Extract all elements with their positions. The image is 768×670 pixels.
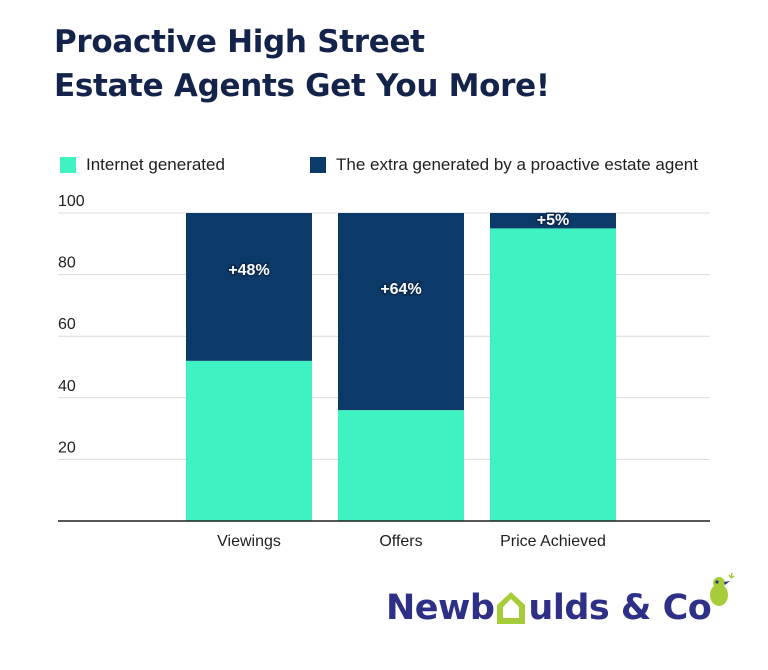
bar-extra [186, 213, 312, 361]
x-tick-label: Viewings [217, 533, 281, 550]
y-tick-label: 60 [58, 316, 76, 333]
legend-label-extra: The extra generated by a proactive estat… [336, 155, 698, 174]
logo-text-start: Newb [386, 588, 495, 628]
legend-label-internet: Internet generated [86, 155, 225, 174]
title-line-1: Proactive High Street [54, 24, 425, 60]
legend-item-internet: Internet generated [60, 152, 225, 178]
house-icon [497, 592, 526, 624]
legend-item-extra: The extra generated by a proactive estat… [310, 152, 698, 178]
y-tick-label: 100 [58, 193, 85, 210]
data-label: +5% [537, 212, 569, 229]
bar-extra [490, 213, 616, 229]
data-label: +64% [380, 281, 421, 298]
data-label: +48% [228, 262, 269, 279]
legend-swatch-extra [310, 157, 326, 173]
legend-swatch-internet [60, 157, 76, 173]
y-tick-label: 80 [58, 255, 76, 272]
chart-title: Proactive High Street Estate Agents Get … [54, 20, 714, 108]
bar-extra [338, 213, 464, 411]
bar-internet [338, 410, 464, 521]
logo-text-end: ulds & Co [528, 588, 712, 628]
newboulds-logo: Newb ulds & Co [386, 572, 735, 634]
x-tick-label: Offers [379, 533, 422, 550]
bar-internet [186, 360, 312, 521]
bar-internet [490, 228, 616, 521]
y-tick-label: 40 [58, 378, 76, 395]
bird-icon [710, 572, 735, 606]
title-line-2: Estate Agents Get You More! [54, 68, 550, 104]
y-tick-label: 20 [58, 439, 76, 456]
x-tick-label: Price Achieved [500, 533, 606, 550]
